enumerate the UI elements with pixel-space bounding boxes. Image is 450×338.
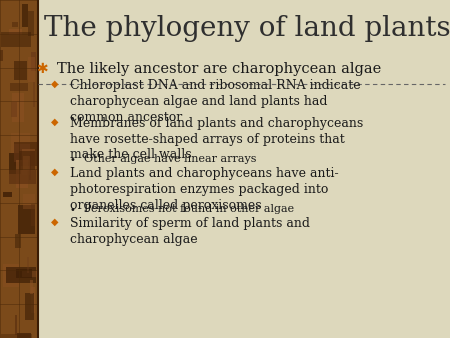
Text: ◆: ◆: [51, 217, 59, 226]
Bar: [18, 333, 31, 338]
Text: Land plants and charophyceans have anti-
photorespiration enzymes packaged into
: Land plants and charophyceans have anti-…: [70, 167, 338, 212]
Bar: [32, 52, 36, 71]
Bar: [12, 22, 18, 27]
Bar: [0, 50, 4, 62]
Bar: [6, 267, 36, 284]
Bar: [27, 257, 29, 272]
Bar: [9, 29, 22, 35]
Bar: [16, 160, 28, 189]
Bar: [14, 61, 27, 80]
Bar: [3, 192, 12, 197]
Bar: [11, 101, 17, 117]
Bar: [23, 156, 30, 175]
Bar: [15, 235, 22, 247]
Bar: [26, 293, 34, 320]
Bar: [11, 133, 30, 154]
Bar: [15, 315, 18, 335]
Bar: [33, 82, 35, 107]
Bar: [19, 151, 35, 170]
Text: The likely ancestor are charophycean algae: The likely ancestor are charophycean alg…: [57, 62, 381, 76]
Bar: [16, 269, 32, 278]
Text: Other algae have linear arrays: Other algae have linear arrays: [84, 154, 256, 164]
Text: Peroxisomes not found in other algae: Peroxisomes not found in other algae: [84, 204, 294, 214]
Bar: [28, 57, 35, 82]
Bar: [0, 0, 38, 338]
Bar: [10, 83, 27, 91]
Bar: [31, 204, 35, 226]
Text: Chloroplast DNA and ribosomal RNA indicate
charophycean algae and land plants ha: Chloroplast DNA and ribosomal RNA indica…: [70, 79, 360, 124]
Text: •: •: [69, 155, 75, 165]
Bar: [28, 11, 34, 36]
Text: ◆: ◆: [51, 79, 59, 89]
Bar: [23, 194, 35, 209]
Text: ◆: ◆: [51, 167, 59, 176]
Bar: [1, 32, 31, 47]
Bar: [3, 264, 19, 287]
Bar: [12, 94, 24, 122]
Text: Similarity of sperm of land plants and
charophycean algae: Similarity of sperm of land plants and c…: [70, 217, 310, 245]
Text: •: •: [69, 205, 75, 215]
Text: Membranes of land plants and charophyceans
have rosette-shaped arrays of protein: Membranes of land plants and charophycea…: [70, 117, 363, 162]
Bar: [30, 280, 33, 294]
Bar: [29, 155, 32, 180]
Bar: [31, 287, 36, 313]
Bar: [1, 334, 32, 338]
Bar: [22, 158, 27, 175]
Bar: [18, 206, 35, 234]
Bar: [22, 270, 37, 276]
Bar: [22, 3, 27, 27]
Bar: [9, 153, 21, 174]
Bar: [22, 149, 35, 171]
Text: ✱: ✱: [36, 62, 48, 76]
Bar: [14, 142, 38, 166]
Bar: [9, 170, 36, 184]
Bar: [14, 144, 30, 162]
Text: ◆: ◆: [51, 117, 59, 126]
Text: The phylogeny of land plants: The phylogeny of land plants: [44, 15, 450, 42]
